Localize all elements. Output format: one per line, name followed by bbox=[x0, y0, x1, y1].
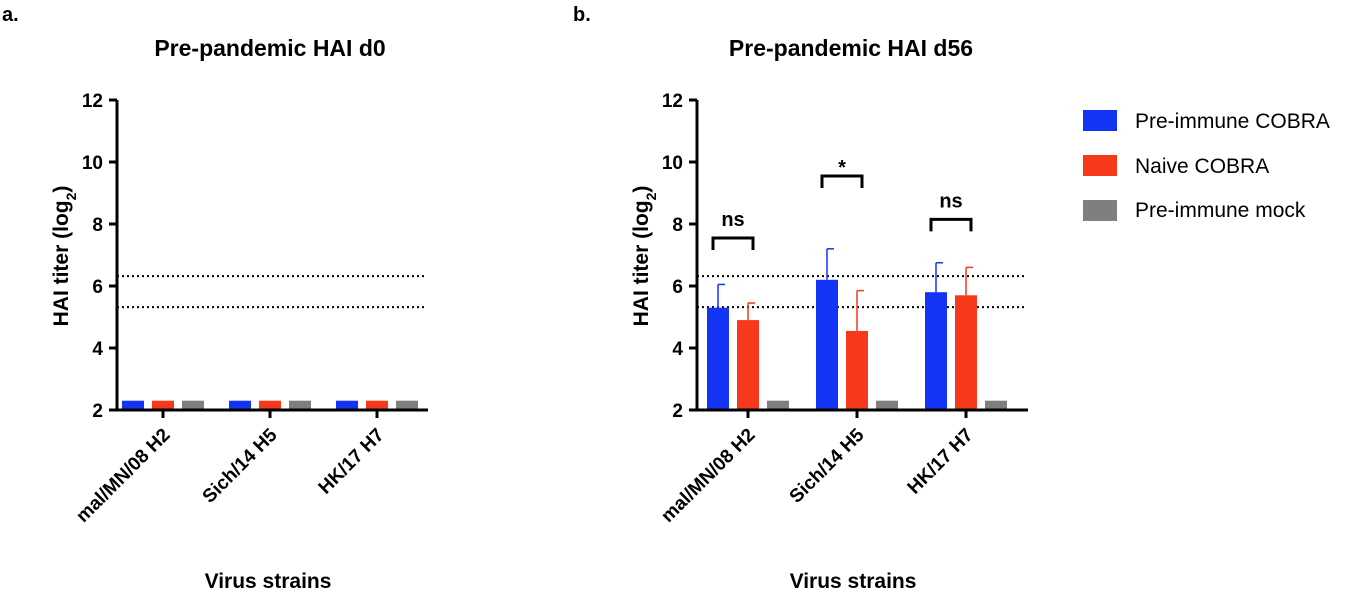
significance-label: ns bbox=[939, 190, 962, 212]
legend-swatch-preimmune-mock bbox=[1083, 200, 1117, 221]
category-label: mal/MN/08 H2 bbox=[657, 425, 759, 527]
panel-a-title: Pre-pandemic HAI d0 bbox=[154, 35, 385, 61]
panel-b-label: b. bbox=[573, 4, 591, 26]
panel-b-x-axis-title: Virus strains bbox=[790, 570, 917, 593]
panel-a-label: a. bbox=[2, 4, 19, 26]
bar-pre-immune-cobra bbox=[925, 292, 947, 410]
category-label: Sich/14 H5 bbox=[786, 424, 869, 507]
significance-label: * bbox=[838, 157, 846, 179]
bar-pre-immune-cobra bbox=[336, 400, 358, 410]
significance-bracket bbox=[711, 236, 755, 250]
panel-a-x-axis-title: Virus strains bbox=[205, 570, 332, 593]
y-tick-label: 4 bbox=[92, 339, 103, 360]
bar-naive-cobra bbox=[955, 295, 977, 410]
panel-b-axes bbox=[695, 100, 1028, 412]
category-label: HK/17 H7 bbox=[315, 425, 389, 499]
bar-pre-immune-mock bbox=[182, 400, 204, 410]
bar-pre-immune-mock bbox=[767, 400, 789, 410]
y-tick-label: 6 bbox=[672, 277, 683, 298]
panel-a-y-ticks: 2 4 6 8 10 12 bbox=[82, 91, 117, 422]
bar-naive-cobra bbox=[259, 400, 281, 410]
panel-b-title: Pre-pandemic HAI d56 bbox=[729, 35, 973, 61]
category-label: HK/17 H7 bbox=[904, 425, 978, 499]
legend-label-preimmune-mock: Pre-immune mock bbox=[1135, 199, 1306, 222]
y-tick-label: 12 bbox=[82, 91, 103, 112]
panel-b-y-ticks: 2 4 6 8 10 12 bbox=[662, 91, 697, 422]
legend-swatch-preimmune-cobra bbox=[1083, 110, 1117, 131]
panel-a-axes bbox=[115, 100, 428, 412]
bar-naive-cobra bbox=[846, 330, 868, 410]
category-label: mal/MN/08 H2 bbox=[72, 425, 174, 527]
bar-pre-immune-cobra bbox=[229, 400, 251, 410]
panel-b-chart: b. Pre-pandemic HAI d56 HAI titer (log2)… bbox=[573, 4, 1028, 593]
panel-b-y-axis-title: HAI titer (log2) bbox=[630, 186, 659, 327]
y-tick-label: 8 bbox=[672, 215, 683, 236]
y-tick-label: 4 bbox=[672, 339, 683, 360]
bar-pre-immune-cobra bbox=[122, 400, 144, 410]
panel-b-error-bars bbox=[717, 248, 973, 331]
panel-a-chart: a. Pre-pandemic HAI d0 HAI titer (log2) … bbox=[2, 4, 428, 593]
bar-pre-immune-mock bbox=[289, 400, 311, 410]
legend-label-naive-cobra: Naive COBRA bbox=[1135, 155, 1269, 178]
y-tick-label: 10 bbox=[82, 153, 103, 174]
bar-naive-cobra bbox=[366, 400, 388, 410]
category-label: Sich/14 H5 bbox=[199, 424, 282, 507]
bar-pre-immune-cobra bbox=[707, 307, 729, 410]
panel-b-significance: ns * ns bbox=[711, 157, 973, 250]
bar-naive-cobra bbox=[737, 320, 759, 410]
legend-label-preimmune-cobra: Pre-immune COBRA bbox=[1135, 110, 1330, 133]
bar-pre-immune-cobra bbox=[816, 279, 838, 410]
panel-a-reference-lines bbox=[117, 275, 426, 309]
y-tick-label: 10 bbox=[662, 153, 683, 174]
panel-b-bars bbox=[707, 279, 1007, 410]
significance-bracket bbox=[820, 174, 864, 188]
bar-naive-cobra bbox=[152, 400, 174, 410]
y-tick-label: 8 bbox=[92, 215, 103, 236]
legend-swatch-naive-cobra bbox=[1083, 155, 1117, 176]
y-tick-label: 12 bbox=[662, 91, 683, 112]
bar-pre-immune-mock bbox=[876, 400, 898, 410]
panel-a-category-labels: mal/MN/08 H2 Sich/14 H5 HK/17 H7 bbox=[72, 410, 389, 527]
significance-label: ns bbox=[721, 209, 744, 231]
panel-a-bars bbox=[122, 400, 418, 410]
bar-pre-immune-mock bbox=[985, 400, 1007, 410]
legend: Pre-immune COBRA Naive COBRA Pre-immune … bbox=[1083, 110, 1330, 222]
y-tick-label: 2 bbox=[92, 401, 103, 422]
significance-bracket bbox=[929, 217, 973, 232]
y-tick-label: 6 bbox=[92, 277, 103, 298]
panel-a-y-axis-title: HAI titer (log2) bbox=[50, 186, 79, 327]
y-tick-label: 2 bbox=[672, 401, 683, 422]
bar-pre-immune-mock bbox=[396, 400, 418, 410]
panel-b-category-labels: mal/MN/08 H2 Sich/14 H5 HK/17 H7 bbox=[657, 410, 978, 527]
